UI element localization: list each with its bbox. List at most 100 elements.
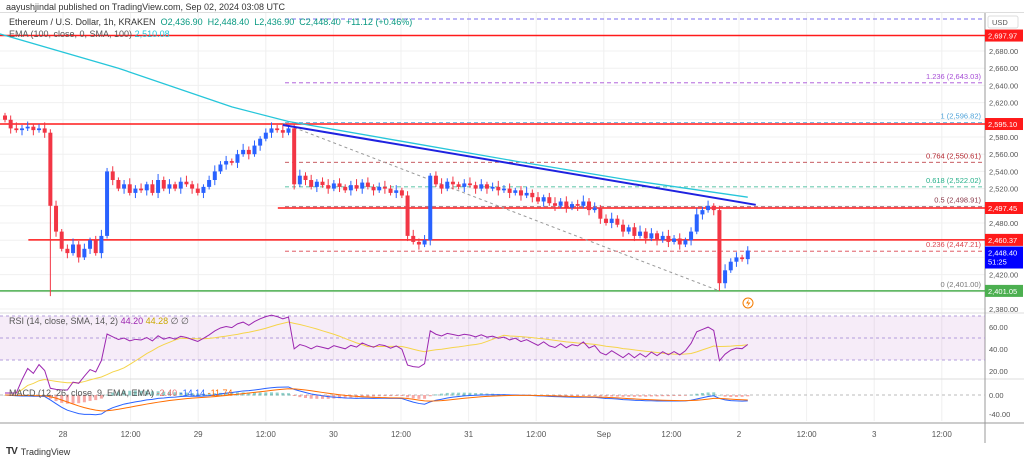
price-level-tag <box>985 29 1023 42</box>
rsi-label: RSI (14, close, SMA, 14, 2) <box>9 316 119 326</box>
macd-histogram-bar <box>139 390 143 396</box>
price-chart[interactable]: 28 12:00 29 12:00 30 12:00 31 12:00 Sep 12:00 2 12:… <box>0 12 1024 443</box>
macd-histogram-bar <box>190 393 194 396</box>
candle-body <box>99 235 104 254</box>
fib-level-label: 0.5 (2,498.91) <box>934 196 981 205</box>
candle-body <box>303 175 308 180</box>
price-level-tag-label: 2,697.97 <box>988 32 1017 41</box>
macd-histogram-bar <box>321 395 325 399</box>
macd-histogram-bar <box>462 392 466 396</box>
price-level-tag <box>985 284 1023 297</box>
candle-body <box>587 201 592 211</box>
macd-histogram-bar <box>740 395 744 397</box>
candle-body <box>672 238 677 242</box>
macd-histogram-bar <box>372 395 376 397</box>
time-tick-label: Sep <box>597 430 612 439</box>
price-level-tag-label: 2,401.05 <box>988 287 1017 296</box>
macd-histogram-bar <box>60 395 64 403</box>
price-tick-label: 2,660.00 <box>989 64 1018 73</box>
ema-label: EMA (100, close, 0, SMA, 100) <box>9 29 133 39</box>
macd-histogram-bar <box>133 390 137 396</box>
ema-legend[interactable]: EMA (100, close, 0, SMA, 100) 2,510.08 <box>9 29 170 39</box>
candle-body <box>167 184 172 189</box>
candle-body <box>331 183 336 189</box>
macd-signal-value: -11.74 <box>207 388 233 398</box>
macd-histogram-bar <box>167 391 171 396</box>
candle-body <box>467 183 472 186</box>
price-level-tag-label: 2,497.45 <box>988 204 1017 213</box>
chart-canvas[interactable]: 28 12:00 29 12:00 30 12:00 31 12:00 Sep 12:00 2 12:… <box>0 13 1024 443</box>
candle-body <box>280 130 285 133</box>
candle-body <box>156 180 161 193</box>
candle-body <box>105 171 110 236</box>
macd-histogram-bar <box>377 395 381 397</box>
macd-histogram-bar <box>655 395 659 397</box>
macd-histogram-bar <box>94 395 98 401</box>
macd-histogram-bar <box>338 395 342 399</box>
candle-body <box>82 248 87 258</box>
candle-body <box>150 184 155 193</box>
candle-body <box>122 184 127 189</box>
macd-histogram-bar <box>428 395 432 397</box>
candle-body <box>632 227 637 236</box>
candle-body <box>133 188 138 193</box>
candle-body <box>717 210 722 284</box>
macd-histogram-bar <box>706 392 710 396</box>
macd-histogram-bar <box>179 392 183 396</box>
candle-body <box>428 175 433 241</box>
macd-histogram-bar <box>201 393 205 396</box>
candle-body <box>638 231 643 236</box>
macd-histogram-bar <box>309 395 313 399</box>
candle-body <box>524 192 529 196</box>
macd-histogram-bar <box>162 391 166 396</box>
candle-body <box>173 184 178 189</box>
macd-histogram-bar <box>638 395 642 397</box>
rsi-tick-label: 40.00 <box>989 345 1008 354</box>
candle-body <box>677 238 682 245</box>
candle-body <box>484 184 489 189</box>
macd-histogram-bar <box>649 395 653 397</box>
time-tick-label: 3 <box>872 430 877 439</box>
macd-histogram-bar <box>712 392 716 396</box>
macd-histogram-bar <box>99 395 103 399</box>
time-tick-label: 28 <box>59 430 68 439</box>
macd-histogram-bar <box>666 395 670 397</box>
price-level-tag <box>985 201 1023 214</box>
brand-name: TradingView <box>20 446 71 457</box>
candle-body <box>689 231 694 241</box>
close-value: C2,448.40 <box>299 17 341 27</box>
fib-level-label: 0.618 (2,522.02) <box>926 176 982 185</box>
last-price-tag <box>985 246 1023 269</box>
macd-hist-value: -2.40 <box>156 388 178 398</box>
macd-histogram-bar <box>445 392 449 396</box>
rsi-legend[interactable]: RSI (14, close, SMA, 14, 2) 44.20 44.28 … <box>9 316 189 327</box>
candle-body <box>535 197 540 202</box>
time-tick-label: 12:00 <box>391 430 412 439</box>
candle-body <box>246 149 251 155</box>
price-level-tag <box>985 118 1023 131</box>
macd-histogram-bar <box>695 393 699 396</box>
candle-body <box>218 164 223 172</box>
macd-histogram-bar <box>269 392 273 396</box>
macd-tick-label: 0.00 <box>989 391 1004 400</box>
candle-body <box>93 240 98 254</box>
candle-body <box>507 188 512 193</box>
price-level-tag <box>985 233 1023 246</box>
price-level-tag-label: 2,460.37 <box>988 236 1017 245</box>
publisher-info: aayushjindal published on TradingView.co… <box>6 2 286 12</box>
candle-body <box>42 128 47 133</box>
low-value: L2,436.90 <box>254 17 295 27</box>
time-tick-label: 31 <box>464 430 473 439</box>
time-tick-label: 12:00 <box>526 430 547 439</box>
candle-body <box>541 197 546 202</box>
candle-body <box>422 240 427 245</box>
macd-histogram-bar <box>77 395 81 404</box>
symbol-name[interactable]: Ethereum / U.S. Dollar, 1h, KRAKEN <box>9 17 156 27</box>
macd-histogram-bar <box>683 395 687 396</box>
candle-body <box>530 192 535 198</box>
macd-histogram-bar <box>88 395 92 401</box>
macd-signal-line <box>4 388 748 412</box>
rsi-value: 44.20 <box>120 316 144 326</box>
macd-histogram-bar <box>207 393 211 396</box>
macd-legend[interactable]: MACD (12, 26, close, 9, EMA, EMA) -2.40 … <box>9 388 233 398</box>
